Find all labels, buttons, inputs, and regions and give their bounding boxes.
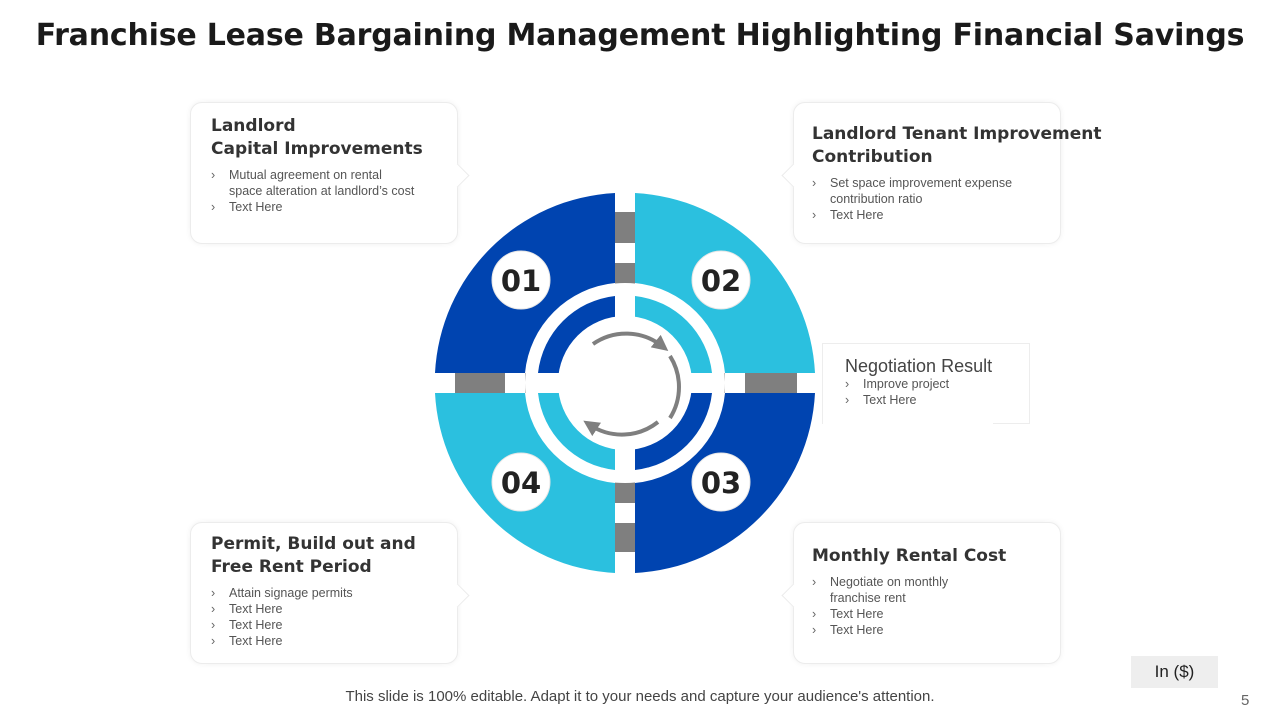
bullet-item: Text Here <box>211 617 437 633</box>
badge-02 <box>691 250 751 310</box>
badge-01-label: 01 <box>501 264 541 298</box>
inner-quadrant <box>635 393 712 470</box>
cycle-arrow-icon <box>583 420 660 437</box>
inner-quadrant <box>538 393 615 470</box>
badge-01 <box>491 250 551 310</box>
card-title-line: Landlord <box>211 116 296 136</box>
negotiation-result-title: Negotiation Result <box>845 356 993 376</box>
bullet-item: Negotiate on monthly franchise rent <box>812 574 1042 606</box>
card-title-line: Free Rent Period <box>211 557 372 577</box>
bullet-item: Text Here <box>211 601 437 617</box>
bullet-item: Improve project <box>845 376 949 392</box>
unit-label: In ($) <box>1131 656 1218 688</box>
bullet-item: Attain signage permits <box>211 585 437 601</box>
card-title: Landlord Capital Improvements <box>211 115 437 161</box>
quadrant-04 <box>435 393 615 573</box>
bullet-item: Text Here <box>845 392 949 408</box>
bullet-list: Mutual agreement on rental space alterati… <box>211 167 437 215</box>
card-title: Monthly Rental Cost <box>812 546 1007 566</box>
bullet-item: Text Here <box>812 207 1042 223</box>
bullet-list: Set space improvement expense contributio… <box>812 175 1042 223</box>
inner-quadrant <box>538 296 615 373</box>
bullet-item: Text Here <box>211 633 437 649</box>
footer-note: This slide is 100% editable. Adapt it to… <box>345 688 935 705</box>
bullet-item: Text Here <box>812 622 1042 638</box>
card-monthly-rental-cost: Monthly Rental Cost Negotiate on monthly… <box>781 522 1061 664</box>
card-title-line: Permit, Build out and <box>211 534 416 554</box>
bullet-text: Mutual agreement on rental <box>229 168 382 182</box>
gap <box>725 373 745 393</box>
badge-03-label: 03 <box>701 466 741 500</box>
gap <box>505 373 525 393</box>
bullet-item: Set space improvement expense contributio… <box>812 175 1042 207</box>
gap <box>615 503 635 523</box>
bullet-list: Improve project Text Here <box>845 376 949 408</box>
connector-bar <box>455 373 797 393</box>
card-pointer <box>781 583 806 608</box>
bullet-item: Mutual agreement on rental space alterati… <box>211 167 437 199</box>
card-pointer <box>445 583 470 608</box>
card-permit-build-out: Permit, Build out and Free Rent Period A… <box>190 522 470 664</box>
inner-core <box>558 316 692 450</box>
bullet-list: Attain signage permits Text Here Text He… <box>211 585 437 649</box>
connector-bar <box>615 212 635 552</box>
quadrant-03 <box>635 393 815 573</box>
badge-02-label: 02 <box>701 264 741 298</box>
inner-quadrant <box>635 296 712 373</box>
gap <box>615 243 635 263</box>
bullet-item: Text Here <box>812 606 1042 622</box>
card-title: Permit, Build out and Free Rent Period <box>211 533 437 579</box>
box-bottom-line <box>993 423 1029 424</box>
card-title: Landlord Tenant Improvement Contribution <box>812 123 1102 169</box>
bullet-text: space alteration at landlord’s cost <box>229 184 415 198</box>
bullet-text: contribution ratio <box>830 192 923 206</box>
card-title-line: Capital Improvements <box>211 139 423 159</box>
inner-ring <box>525 283 725 483</box>
page-number: 5 <box>1241 692 1250 709</box>
quadrant-02 <box>635 193 815 373</box>
badge-03 <box>691 452 751 512</box>
card-pointer <box>445 163 470 188</box>
bullet-text: franchise rent <box>830 591 906 605</box>
quadrant-01 <box>435 193 615 373</box>
cycle-arrow-icon <box>668 354 681 420</box>
card-pointer <box>781 163 806 188</box>
cycle-arrow-icon <box>591 331 669 351</box>
bullet-list: Negotiate on monthly franchise rent Text … <box>812 574 1042 638</box>
bullet-item: Text Here <box>211 199 437 215</box>
page-title: Franchise Lease Bargaining Management Hi… <box>35 18 1245 53</box>
badge-04 <box>491 452 551 512</box>
card-landlord-tenant-improvement: Landlord Tenant Improvement Contribution… <box>781 102 1102 244</box>
bullet-text: Set space improvement expense <box>830 176 1013 190</box>
card-title-line: Landlord Tenant Improvement <box>812 124 1102 144</box>
badge-04-label: 04 <box>501 466 541 500</box>
card-title-line: Contribution <box>812 147 933 167</box>
negotiation-result-box: Negotiation Result Improve project Text … <box>822 343 1030 424</box>
card-landlord-capital-improvements: Landlord Capital Improvements Mutual agr… <box>190 102 470 244</box>
bullet-text: Negotiate on monthly <box>830 575 949 589</box>
